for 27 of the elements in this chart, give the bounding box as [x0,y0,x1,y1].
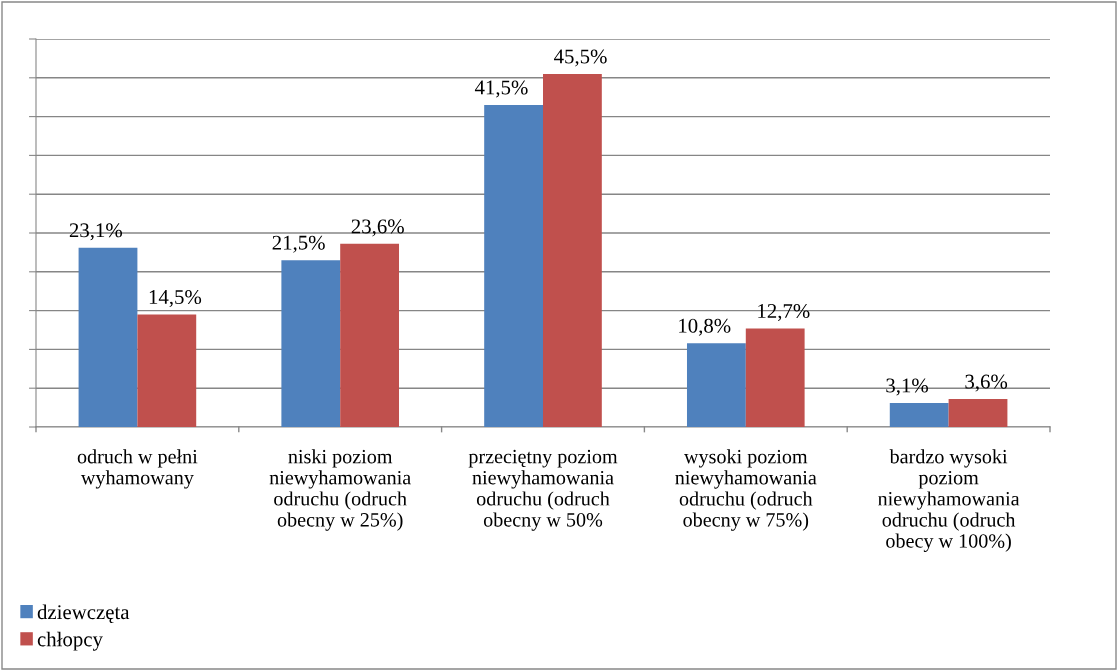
x-tick-label: bardzo wysoki poziom niewyhamowania odruchu (odruch obecy w 100%) [878,449,1020,552]
data-label: 23,6% [351,219,404,237]
bar [543,73,602,427]
bar [137,314,197,427]
data-label: 45,5% [554,49,607,67]
data-label: 12,7% [758,303,810,322]
bar [686,343,746,427]
bar [281,260,341,427]
legend-label: dziewczęta [37,604,130,624]
bar [948,399,1008,427]
bar [889,402,949,427]
x-tick-label: niski poziom niewyhamowania odruchu (odruch obecny w 25%) [269,449,411,531]
data-label: 14,5% [149,289,202,308]
x-tick-label: przeciętny poziom niewyhamowania odruchu (odruch obecny w 50% [468,449,618,531]
bar [484,104,543,427]
bar [78,247,138,427]
bar [745,328,805,427]
legend-label: chłopcy [37,631,103,651]
data-label: 21,5% [272,235,325,253]
data-label: 10,8% [679,318,731,336]
x-tick-label: odruch w pełni wyhamowany [77,449,198,489]
data-label: 3,1% [886,378,929,396]
data-label: 3,6% [965,374,1008,392]
bar [340,243,400,427]
x-tick-label: wysoki poziom niewyhamowania odruchu (odruch obecny w 75%) [675,449,817,531]
data-label: 23,1% [69,223,123,241]
data-label: 41,5% [474,80,528,98]
